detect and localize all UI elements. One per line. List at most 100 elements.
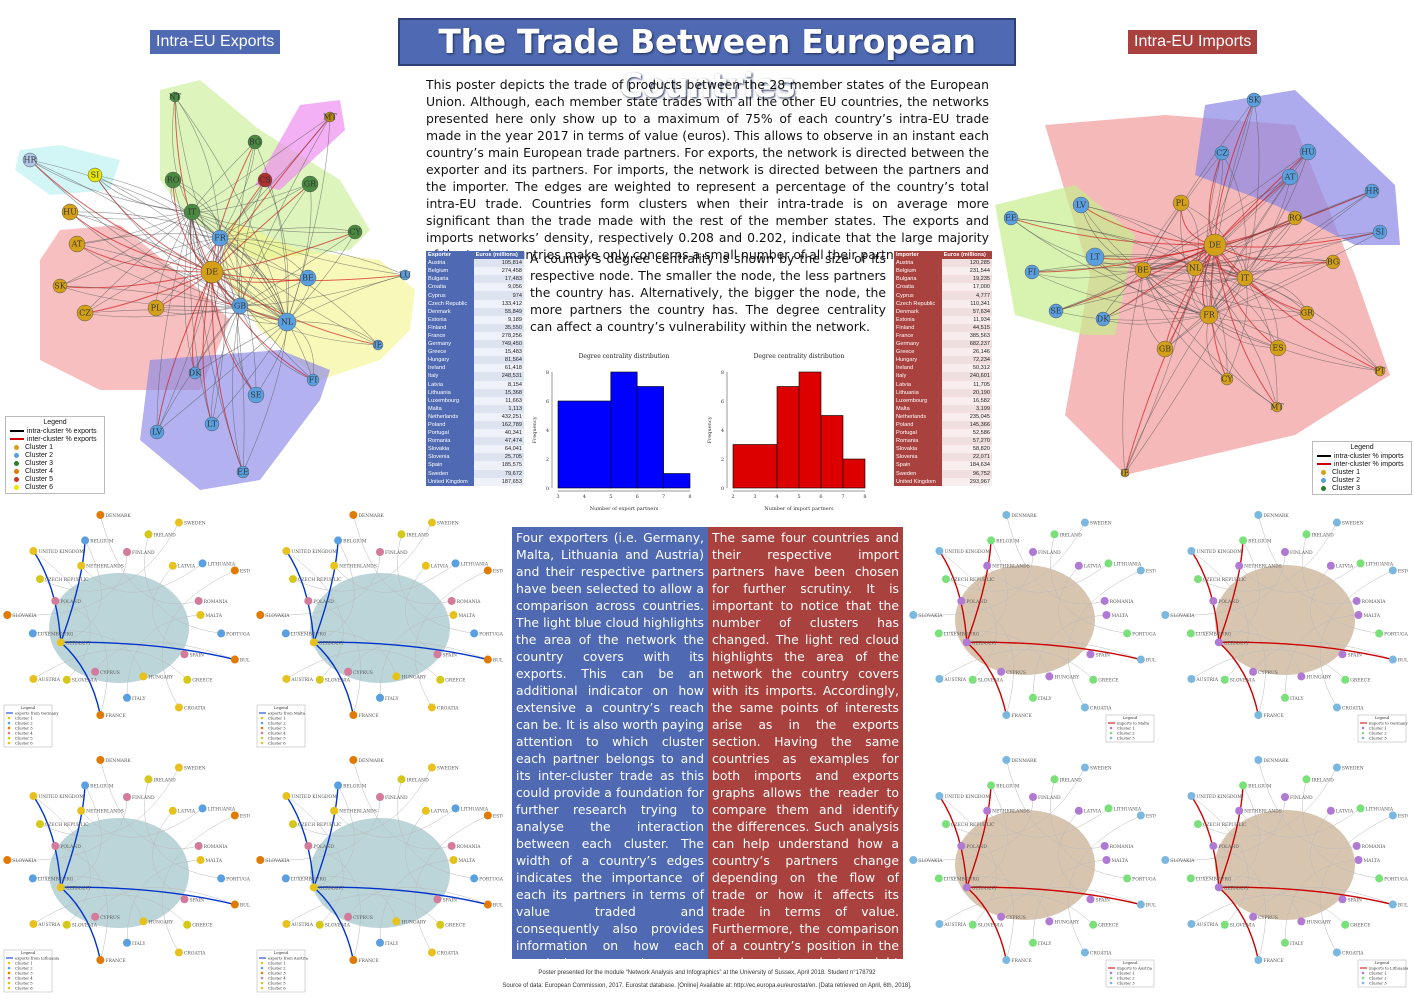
y-tick-label: 4: [546, 428, 549, 434]
network-edge: [100, 514, 199, 605]
small-legend-dot: [260, 736, 264, 740]
country-node-pl: [1172, 194, 1190, 212]
small-legend-dot: [7, 741, 11, 745]
country-node: [1375, 629, 1384, 638]
network-edge: [1080, 204, 1144, 271]
country-node-gb: [1156, 340, 1174, 358]
network-edge: [219, 141, 256, 239]
exports-table-country: Portugal: [426, 429, 474, 438]
country-node: [376, 548, 384, 556]
country-node-label: ITALY: [1290, 941, 1304, 947]
small-legend-cluster-label: Cluster 3: [15, 725, 33, 730]
small-legend-cluster-label: Cluster 2: [1117, 730, 1135, 735]
small-legend-cluster-label: Cluster 1: [1369, 970, 1387, 975]
imports-table-value: 17,000: [941, 283, 992, 292]
imports-table-header-country: Importer: [894, 251, 942, 260]
exports-table-header-country: Exporter: [426, 251, 474, 260]
country-node: [62, 920, 71, 929]
country-node-cz: [1214, 145, 1230, 161]
country-imports-network: MALTA PORTUGAL BULGARIA SPAIN GREECE CROATIA H…: [1161, 755, 1408, 988]
country-node-lt: [204, 416, 220, 432]
country-node: [987, 781, 996, 790]
highlighted-edge: [32, 550, 62, 643]
country-node: [934, 629, 943, 638]
small-legend-dot: [260, 741, 264, 745]
exports-table-row: Lithuania 15,368: [426, 388, 524, 397]
country-node: [29, 547, 38, 556]
network-edge: [60, 540, 102, 643]
country-node-ee: [236, 465, 250, 479]
country-node-label: IT: [1241, 274, 1250, 283]
network-edge: [94, 642, 235, 672]
network-edge: [239, 274, 406, 307]
network-edge: [1010, 217, 1216, 246]
network-edge: [397, 779, 475, 879]
country-node-label: FRANCE: [358, 713, 378, 719]
country-node-label: ESTONIA: [1146, 568, 1156, 574]
country-node-label: UNITED KINGDOM: [944, 549, 990, 555]
highlighted-edge: [966, 641, 1008, 716]
network-edge: [84, 309, 288, 323]
network-edge: [938, 875, 1050, 922]
country-node: [1281, 938, 1289, 947]
country-node-label: NETHERLANDS: [86, 809, 124, 815]
highlighted-edge: [966, 886, 1008, 961]
country-node-label: BULGARIA: [1146, 903, 1156, 909]
network-edge: [1221, 152, 1247, 279]
country-node: [1161, 856, 1170, 864]
small-legend-dot: [7, 726, 11, 730]
country-node: [315, 675, 324, 684]
country-node-label: FINLAND: [385, 795, 408, 801]
country-node-label: SPAIN: [442, 652, 457, 658]
footer-credit: Poster presented for the module “Network…: [538, 970, 876, 976]
country-node: [1254, 711, 1263, 720]
country-node-label: HUNGARY: [401, 674, 427, 680]
hist-bar: [842, 458, 866, 489]
country-node-se: [1048, 303, 1064, 319]
country-node: [935, 919, 944, 928]
country-node-it: [1236, 269, 1254, 287]
network-edge: [1031, 244, 1216, 273]
network-edge: [260, 551, 381, 616]
network-edge: [1244, 277, 1278, 408]
imports-table-row: Italy 240,601: [894, 372, 992, 381]
exports-table-row: Netherlands 432,251: [426, 412, 524, 421]
exports-table-value: 9,189: [473, 315, 524, 324]
country-node-label: SLOVAKIA: [265, 858, 290, 864]
small-legend-dot: [260, 721, 264, 725]
network-edge: [1213, 845, 1266, 961]
country-node-label: GERMANY: [972, 885, 998, 891]
country-node-label: GB: [234, 302, 246, 311]
country-node-label: AUSTRIA: [290, 677, 313, 683]
country-node: [1193, 820, 1202, 829]
small-legend-cluster-label: Cluster 2: [268, 965, 286, 970]
network-edge: [1124, 314, 1210, 474]
small-legend-cluster-label: Cluster 2: [15, 720, 33, 725]
country-node-dk: [188, 366, 202, 380]
exports-table-value: 47,474: [473, 437, 524, 446]
country-node: [909, 856, 918, 864]
imports-table-row: Portugal 52,586: [894, 429, 992, 438]
network-edge: [191, 211, 379, 346]
country-node-label: CROATIA: [437, 705, 459, 711]
country-node-label: FINLAND: [1290, 550, 1313, 556]
country-node: [1354, 611, 1363, 619]
network-edge: [938, 630, 1050, 677]
country-node-label: UNITED KINGDOM: [291, 794, 337, 800]
network-edge: [1180, 202, 1210, 316]
country-node: [217, 874, 226, 883]
country-node: [1354, 856, 1363, 864]
country-node: [935, 674, 944, 683]
network-edge: [69, 211, 241, 307]
x-tick-label: 7: [662, 494, 665, 500]
exports-table-value: 25,705: [473, 453, 524, 462]
network-edge: [84, 271, 213, 314]
legend-label: Cluster 6: [25, 483, 54, 491]
small-legend-dot: [1361, 726, 1365, 730]
country-node: [1220, 920, 1229, 929]
network-edge: [1050, 779, 1128, 879]
country-node: [35, 820, 44, 829]
country-node-label: AUSTRIA: [1195, 677, 1218, 683]
country-node-label: GREECE: [1098, 678, 1118, 684]
country-node-label: FINLAND: [1038, 550, 1061, 556]
